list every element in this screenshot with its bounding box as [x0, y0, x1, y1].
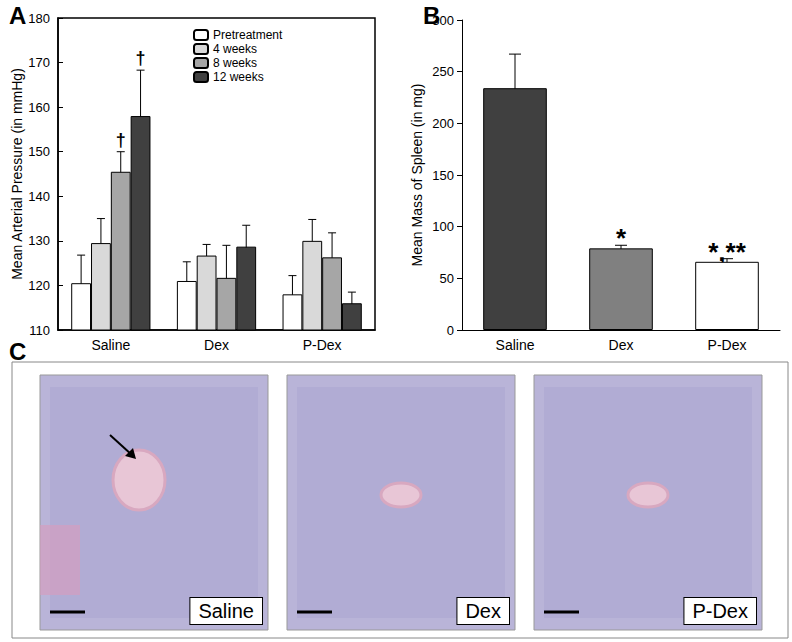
svg-text:160: 160 — [28, 100, 50, 115]
svg-text:12 weeks: 12 weeks — [213, 70, 264, 84]
svg-text:†: † — [116, 130, 126, 150]
svg-text:B: B — [423, 2, 440, 29]
svg-text:Mean Arterial Pressure (in mmH: Mean Arterial Pressure (in mmHg) — [9, 68, 25, 280]
svg-text:200: 200 — [432, 116, 454, 131]
svg-text:P-Dex: P-Dex — [708, 337, 747, 353]
svg-text:8 weeks: 8 weeks — [213, 56, 257, 70]
svg-text:250: 250 — [432, 64, 454, 79]
svg-text:†: † — [136, 48, 146, 68]
svg-text:A: A — [9, 2, 26, 29]
svg-text:140: 140 — [28, 189, 50, 204]
svg-text:Saline: Saline — [198, 600, 254, 622]
svg-text:110: 110 — [29, 323, 50, 338]
svg-text:Saline: Saline — [496, 337, 535, 353]
svg-text:Saline: Saline — [91, 337, 130, 353]
svg-text:P-Dex: P-Dex — [303, 337, 342, 353]
svg-text:4 weeks: 4 weeks — [213, 42, 257, 56]
svg-text:120: 120 — [28, 278, 50, 293]
svg-text:Dex: Dex — [465, 600, 501, 622]
svg-text:0: 0 — [447, 323, 454, 338]
svg-text:180: 180 — [28, 11, 50, 26]
svg-text:150: 150 — [28, 144, 50, 159]
svg-text:170: 170 — [28, 55, 50, 70]
svg-text:Dex: Dex — [609, 337, 634, 353]
svg-text:130: 130 — [28, 233, 50, 248]
svg-text:C: C — [9, 338, 26, 365]
svg-text:Mean Mass of Spleen (in mg): Mean Mass of Spleen (in mg) — [409, 84, 425, 267]
svg-text:100: 100 — [432, 219, 454, 234]
svg-text:50: 50 — [440, 271, 454, 286]
svg-text:150: 150 — [432, 168, 454, 183]
svg-text:P-Dex: P-Dex — [692, 600, 748, 622]
svg-text:300: 300 — [432, 12, 454, 28]
svg-text:Pretreatment: Pretreatment — [213, 28, 283, 42]
svg-text:Dex: Dex — [204, 337, 229, 353]
